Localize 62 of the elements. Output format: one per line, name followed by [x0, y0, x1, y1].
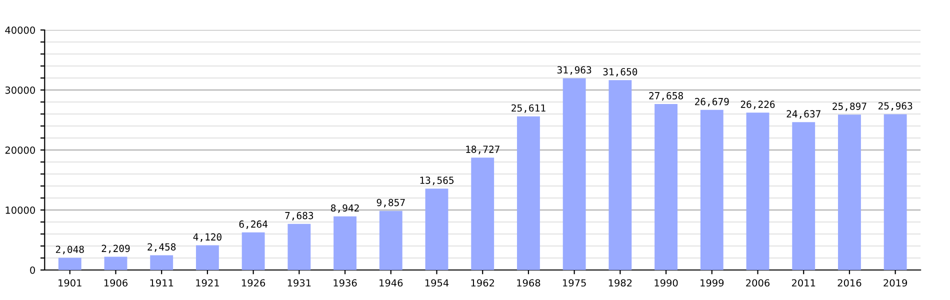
bar: [654, 104, 678, 270]
data-label: 24,637: [786, 110, 820, 119]
x-tick-label: 1936: [334, 279, 357, 287]
data-label: 6,264: [239, 220, 268, 229]
x-tick-label: 1911: [150, 279, 174, 287]
x-tick-label: 1946: [380, 279, 403, 287]
bar: [884, 114, 907, 270]
x-tick-label: 1906: [104, 279, 128, 287]
y-tick-label: 30000: [5, 86, 35, 94]
x-tick-label: 1990: [654, 279, 678, 287]
data-label: 25,611: [512, 104, 546, 113]
x-tick-label: 1968: [517, 279, 540, 287]
data-label: 4,120: [193, 233, 222, 242]
y-tick-label: 20000: [5, 146, 35, 154]
x-tick-label: 2011: [792, 279, 816, 287]
y-tick-label: 40000: [5, 26, 35, 34]
bar: [746, 112, 770, 270]
data-label: 2,458: [148, 243, 176, 252]
data-label: 8,942: [331, 204, 359, 213]
x-tick-label: 2006: [746, 279, 770, 287]
x-tick-label: 1921: [196, 279, 219, 287]
bar: [700, 110, 724, 270]
data-label: 26,226: [740, 100, 775, 110]
bar: [379, 210, 402, 270]
bar: [471, 158, 494, 270]
data-label: 2,209: [102, 244, 130, 254]
x-tick-label: 1999: [700, 279, 724, 287]
bar: [562, 78, 586, 270]
bar: [104, 256, 128, 270]
x-tick-label: 1931: [288, 279, 311, 287]
bar: [425, 188, 448, 270]
data-label: 9,857: [376, 198, 405, 208]
x-tick-label: 1975: [563, 279, 586, 287]
data-label: 7,683: [285, 212, 314, 220]
x-tick-label: 1982: [608, 279, 632, 287]
data-label: 31,650: [603, 68, 638, 77]
y-tick-label: 0: [30, 266, 35, 274]
data-label: 13,565: [420, 176, 454, 186]
x-tick-label: 1962: [471, 279, 494, 287]
bar: [838, 114, 861, 270]
y-tick-label: 10000: [6, 206, 35, 214]
data-label: 25,897: [832, 102, 866, 112]
x-tick-label: 1954: [425, 279, 449, 287]
data-label: 31,963: [557, 66, 592, 75]
data-label: 18,727: [466, 146, 500, 154]
x-tick-label: 1926: [242, 279, 266, 287]
x-tick-label: 2019: [884, 279, 908, 287]
data-label: 26,679: [695, 98, 729, 106]
x-tick-label: 1901: [58, 279, 82, 287]
data-label: 27,658: [649, 92, 683, 101]
data-label: 25,963: [878, 102, 912, 111]
bar: [608, 80, 632, 270]
bar: [516, 116, 540, 270]
data-label: 2,048: [56, 246, 84, 254]
bar: [792, 122, 816, 270]
x-tick-label: 2016: [838, 279, 862, 287]
bar: [334, 216, 356, 270]
bar: [150, 255, 174, 270]
bar: [58, 258, 82, 270]
bar: [242, 232, 265, 270]
bar: [288, 224, 311, 270]
bar: [196, 245, 219, 270]
